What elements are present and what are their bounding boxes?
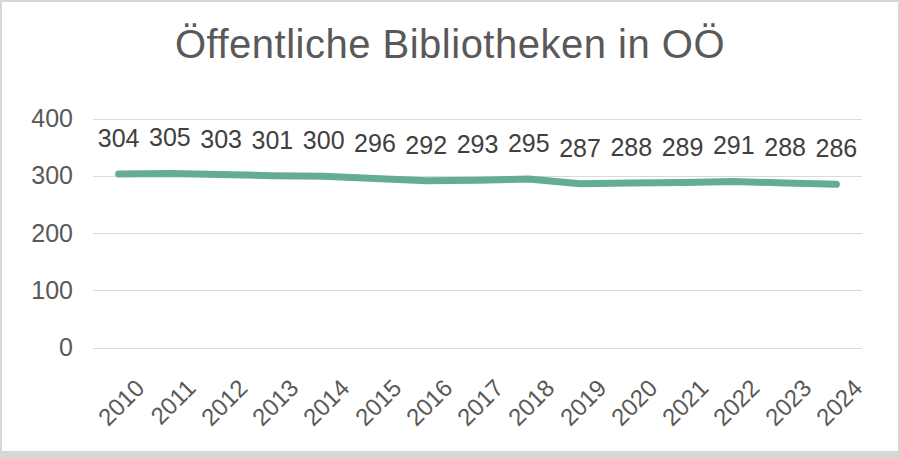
data-point-label: 300 bbox=[303, 126, 345, 155]
data-point-label: 296 bbox=[354, 128, 396, 157]
data-point-label: 291 bbox=[713, 131, 755, 160]
data-point-label: 303 bbox=[200, 124, 242, 153]
plot-area: Öffentliche Bibliotheken in OÖ 010020030… bbox=[0, 0, 900, 458]
data-point-label: 288 bbox=[764, 133, 806, 162]
data-point-label: 301 bbox=[252, 125, 294, 154]
data-point-label: 287 bbox=[559, 133, 601, 162]
data-point-label: 292 bbox=[405, 130, 447, 159]
data-point-label: 293 bbox=[457, 130, 499, 159]
data-point-label: 286 bbox=[816, 134, 858, 163]
data-point-label: 289 bbox=[662, 132, 704, 161]
data-point-label: 305 bbox=[149, 123, 191, 152]
data-point-label: 304 bbox=[98, 123, 140, 152]
data-point-label: 295 bbox=[508, 129, 550, 158]
data-point-label: 288 bbox=[610, 133, 652, 162]
